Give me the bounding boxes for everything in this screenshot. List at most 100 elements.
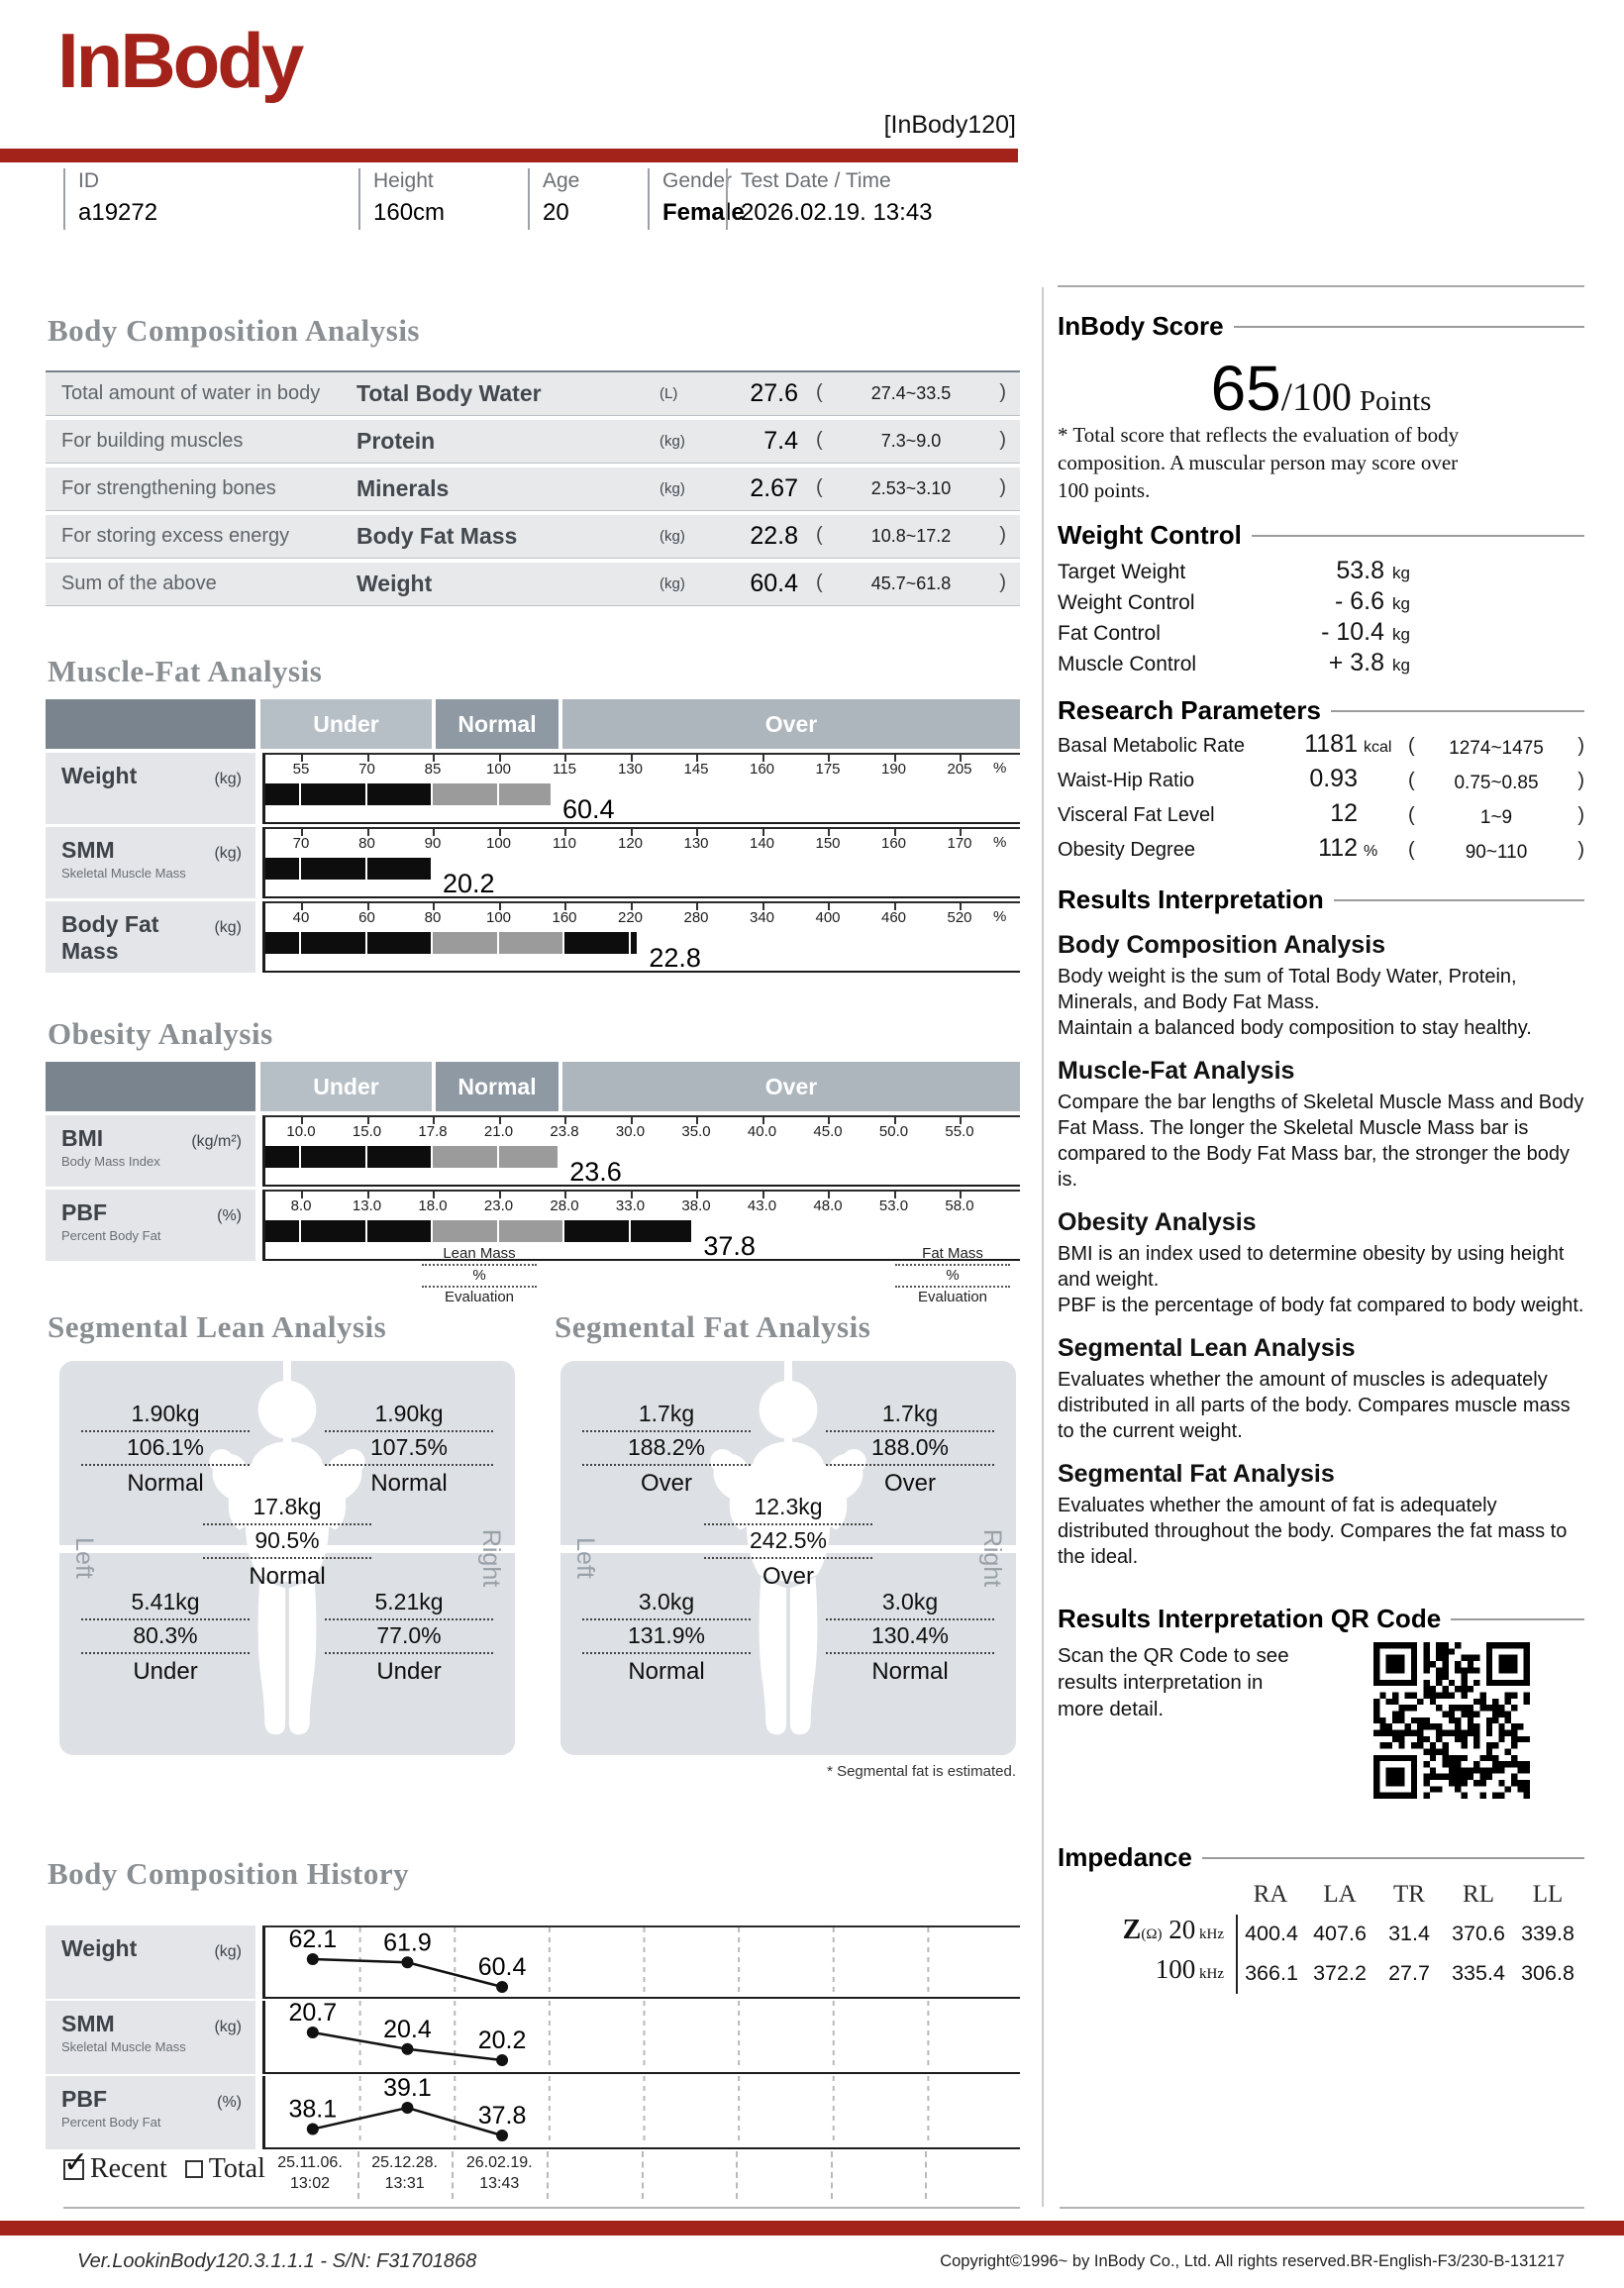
history-row-label-box: SMM (kg) Skeletal Muscle Mass — [46, 2001, 255, 2074]
percent-unit-label: % — [993, 908, 1007, 925]
paren-close: ) — [1577, 770, 1584, 791]
tick-label: 205 — [947, 761, 972, 778]
bar-row-label-box: BMI (kg/m²) Body Mass Index — [46, 1115, 255, 1187]
segment-percent-value: 242.5% — [704, 1525, 872, 1559]
tick-mark — [630, 903, 633, 910]
impedance-frequency: 100 — [1155, 1954, 1196, 1984]
ohm-unit: (Ω) — [1141, 1926, 1163, 1942]
tick-label: 45.0 — [813, 1123, 843, 1140]
legend-line: Fat Mass — [895, 1244, 1010, 1266]
obesity-rows: BMI (kg/m²) Body Mass Index 10.0 15.0 17.8 21.… — [46, 1115, 1020, 1264]
tick-mark — [893, 1192, 896, 1198]
tick-label: 90 — [424, 835, 442, 852]
bar-segment — [498, 1146, 558, 1168]
table-row: Sum of the above Weight (kg) 60.4 (45.7~61.8… — [46, 563, 1020, 606]
band-normal: Normal — [436, 699, 558, 749]
tick-mark — [366, 1192, 369, 1198]
id-value: a19272 — [78, 199, 158, 227]
bar-value-label: 22.8 — [649, 943, 701, 973]
paren-open: ( — [816, 524, 823, 546]
bar-row-unit: (kg/m²) — [191, 1133, 242, 1150]
interpretation-section-body: Body weight is the sum of Total Body Wat… — [1058, 966, 1532, 1039]
bca-row-name: Total Body Water — [356, 380, 542, 406]
bca-row-range: (27.4~33.5) — [816, 381, 1006, 404]
bar-row-pbf: PBF (%) Percent Body Fat 8.0 13.0 18.0 23.0 28.… — [46, 1190, 1020, 1261]
qr-heading: Results Interpretation QR Code — [1058, 1604, 1584, 1634]
segment-evaluation: Over — [761, 1563, 814, 1590]
tick-label: 160 — [552, 909, 577, 926]
segment-mass-value: 17.8kg — [203, 1492, 371, 1525]
bca-row-description: For strengthening bones — [61, 477, 276, 499]
tick-label: 115 — [553, 761, 576, 778]
interpretation-sections: Body Composition Analysis Body weight is … — [1058, 931, 1584, 1570]
info-col-id: ID a19272 — [63, 168, 357, 230]
history-row-smm: SMM (kg) Skeletal Muscle Mass 20.7 20.4 20.2 — [46, 1999, 1020, 2074]
bca-range-value: 10.8~17.2 — [870, 526, 952, 546]
tick-label: 100 — [485, 909, 512, 926]
svg-text:38.1: 38.1 — [288, 2096, 337, 2124]
impedance-value: 335.4 — [1452, 1961, 1505, 1985]
history-date-divider — [641, 2151, 644, 2199]
bar-row-label-box: Weight (kg) — [46, 753, 255, 824]
research-row: Visceral Fat Level 12 (1~9) — [1058, 799, 1584, 834]
qr-section: Scan the QR Code to see results interpre… — [1058, 1642, 1584, 1799]
body-silhouette — [209, 1380, 365, 1735]
research-range: (1~9) — [1408, 804, 1584, 829]
bar-chart-area: 40 60 80 100 160 220 280 340 400 460 520% 22.8 — [262, 901, 1020, 973]
impedance-col-header: RL — [1463, 1881, 1494, 1908]
bca-row-description: For storing excess energy — [61, 525, 290, 547]
research-unit: % — [1364, 843, 1378, 860]
score-points-label: Points — [1359, 385, 1432, 417]
tick-mark — [893, 903, 896, 910]
bar-segment — [301, 1146, 365, 1168]
tick-label: 33.0 — [615, 1197, 646, 1214]
bar-row-bmi: BMI (kg/m²) Body Mass Index 10.0 15.0 17.8 21.… — [46, 1115, 1020, 1187]
band-over: Over — [562, 699, 1020, 749]
research-heading: Research Parameters — [1058, 695, 1584, 726]
history-row-label-box: Weight (kg) — [46, 1925, 255, 1999]
left-side-label: Left — [571, 1537, 599, 1579]
impedance-value: 31.4 — [1388, 1922, 1430, 1945]
bca-title: Body Composition Analysis — [48, 313, 420, 348]
history-title: Body Composition History — [48, 1856, 410, 1891]
info-col-height: Height 160cm — [358, 168, 527, 230]
legend-line: Evaluation — [444, 1289, 515, 1305]
bca-row-unit: (kg) — [660, 575, 685, 592]
bar-row-weight: Weight (kg) 55 70 85 100 115 130 145 160 175 190 205… — [46, 753, 1020, 824]
tick-label: 110 — [553, 835, 576, 852]
impedance-value: 370.6 — [1452, 1922, 1505, 1945]
interpretation-heading: Results Interpretation — [1058, 884, 1584, 915]
tick-mark — [366, 903, 369, 910]
bar-segment — [433, 1146, 497, 1168]
tick-mark — [433, 829, 435, 836]
tick-mark — [761, 755, 764, 762]
lean-mass-legend: Lean Mass% Evaluation — [422, 1244, 537, 1307]
bottom-rule-right — [1060, 2207, 1584, 2209]
tick-label: 520 — [947, 909, 972, 926]
version-serial-text: Ver.LookinBody120.3.1.1.1 - S/N: F317018… — [77, 2250, 477, 2272]
history-date: 25.11.06. 13:02 — [277, 2154, 343, 2192]
khz-unit: kHz — [1195, 1926, 1224, 1942]
paren-open: ( — [1408, 770, 1415, 791]
segment-evaluation: Over — [640, 1470, 692, 1497]
header-red-rule — [0, 149, 1018, 162]
bar-segment — [433, 783, 497, 805]
id-label: ID — [78, 169, 99, 192]
svg-text:37.8: 37.8 — [478, 2102, 527, 2130]
bar-segment — [498, 1220, 562, 1242]
segment-mass-value: 3.0kg — [582, 1587, 751, 1620]
bca-range-value: 7.3~9.0 — [880, 431, 942, 451]
interpretation-section-heading: Segmental Lean Analysis — [1058, 1334, 1356, 1362]
research-row: Obesity Degree 112% (90~110) — [1058, 834, 1584, 869]
segment-percent-value: 90.5% — [203, 1525, 371, 1559]
patient-info-strip: ID a19272 Height 160cm Age 20 Gender Fem… — [0, 168, 1020, 232]
fat-mass-legend: Fat Mass% Evaluation — [895, 1244, 1010, 1307]
copyright-text: Copyright©1996~ by InBody Co., Ltd. All … — [940, 2252, 1565, 2270]
history-row-label-line: Weight (kg) — [46, 1925, 255, 1962]
impedance-col-header: LA — [1323, 1881, 1357, 1908]
impedance-frequency: 20 — [1168, 1915, 1196, 1944]
tick-label: 10.0 — [286, 1123, 316, 1140]
bar-segment — [265, 932, 299, 954]
tick-mark — [564, 903, 566, 910]
segmental-fat-panel: Left Right 1.7kg 188.2% Over 1.7kg 188.0% Over 1… — [560, 1361, 1016, 1755]
